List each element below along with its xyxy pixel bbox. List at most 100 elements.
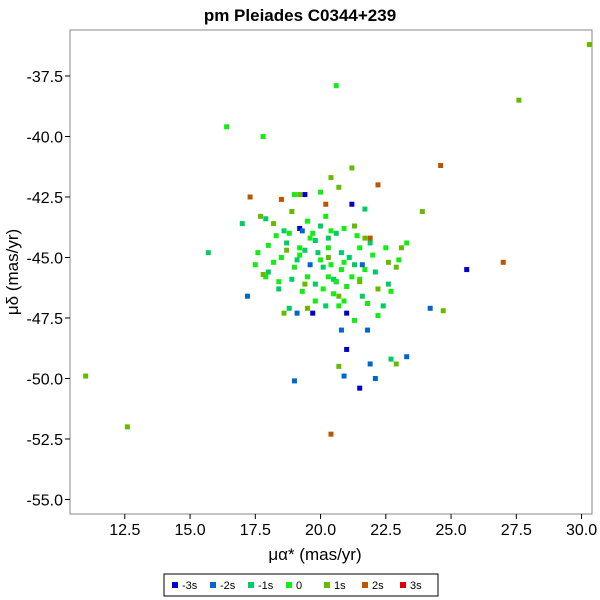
data-point (404, 240, 410, 246)
data-point (341, 298, 347, 304)
data-point (315, 250, 321, 256)
data-point (124, 424, 130, 430)
data-point (247, 194, 253, 200)
legend-label: -1s (258, 580, 274, 592)
data-point (325, 254, 331, 260)
data-points (83, 42, 592, 437)
data-point (289, 209, 295, 214)
data-point (255, 250, 261, 256)
data-point (328, 262, 334, 268)
data-point (224, 124, 230, 130)
data-point (338, 327, 344, 333)
data-point (310, 310, 316, 316)
y-tick-label: -47.5 (27, 311, 64, 328)
data-point (297, 252, 303, 258)
data-point (325, 245, 331, 251)
data-point (586, 42, 592, 48)
data-point (383, 245, 389, 251)
data-point (385, 259, 391, 265)
data-point (312, 238, 318, 244)
data-point (359, 262, 365, 268)
data-point (336, 363, 342, 369)
data-point (331, 276, 337, 282)
y-tick-label: -40.0 (27, 129, 64, 146)
data-point (205, 250, 211, 256)
data-point (260, 133, 266, 139)
x-tick-label: 27.5 (501, 522, 532, 539)
data-point (404, 354, 410, 360)
data-point (375, 182, 381, 188)
data-point (357, 245, 363, 251)
data-point (388, 288, 394, 294)
data-point (305, 305, 311, 311)
legend-label: 3s (410, 580, 422, 592)
data-point (83, 373, 89, 379)
data-point (278, 254, 284, 260)
data-point (393, 361, 399, 367)
data-point (278, 196, 284, 202)
data-point (344, 346, 350, 352)
data-point (370, 252, 376, 258)
legend-swatch (248, 582, 254, 588)
legend-label: -3s (182, 580, 198, 592)
data-point (302, 192, 308, 198)
data-point (252, 262, 258, 268)
data-point (338, 250, 344, 256)
data-point (273, 233, 279, 239)
data-point (385, 281, 391, 287)
data-point (393, 264, 399, 270)
data-point (320, 286, 326, 292)
data-point (318, 223, 324, 229)
data-point (464, 267, 470, 273)
y-tick-label: -50.0 (27, 371, 64, 388)
data-point (331, 291, 337, 297)
data-point (289, 276, 295, 282)
data-point (349, 274, 355, 280)
data-point (291, 264, 297, 270)
data-point (336, 303, 342, 309)
x-tick-label: 25.0 (435, 522, 466, 539)
data-point (372, 269, 378, 275)
data-point (297, 225, 303, 231)
data-point (328, 175, 334, 181)
legend-swatch (172, 582, 178, 588)
data-point (336, 293, 342, 299)
data-point (349, 165, 355, 171)
legend-label: 1s (334, 580, 346, 592)
data-point (351, 262, 357, 268)
x-axis-label: μα* (mas/yr) (268, 545, 361, 564)
data-point (263, 274, 269, 280)
data-point (367, 361, 373, 367)
data-point (281, 310, 287, 316)
data-point (307, 262, 313, 268)
x-tick-label: 15.0 (174, 522, 205, 539)
x-axis-ticks: 12.5 15.0 17.5 20.0 22.5 25.0 27.5 30.0 (109, 514, 597, 539)
data-point (396, 257, 402, 263)
data-point (440, 308, 446, 314)
data-point (338, 267, 344, 273)
data-point (271, 259, 277, 265)
data-point (310, 230, 316, 236)
x-tick-label: 30.0 (566, 522, 597, 539)
data-point (341, 225, 347, 231)
data-point (380, 303, 386, 309)
data-point (299, 228, 305, 234)
data-point (354, 233, 360, 239)
data-point (336, 184, 342, 190)
data-point (312, 298, 318, 304)
data-point (375, 286, 381, 292)
data-point (239, 221, 245, 227)
data-point (276, 286, 282, 292)
data-point (297, 245, 303, 251)
legend-swatch (362, 582, 368, 588)
data-point (323, 213, 329, 219)
data-point (346, 254, 352, 260)
data-point (260, 271, 266, 277)
data-point (344, 310, 350, 316)
y-tick-label: -55.0 (27, 492, 64, 509)
data-point (294, 310, 300, 316)
y-tick-label: -52.5 (27, 432, 64, 449)
plot-area (69, 29, 593, 515)
data-point (365, 300, 371, 306)
